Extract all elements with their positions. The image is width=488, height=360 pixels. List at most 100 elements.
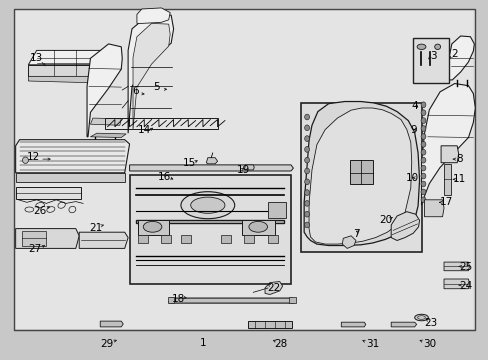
Polygon shape — [390, 322, 416, 327]
Text: 21: 21 — [89, 222, 103, 233]
Ellipse shape — [420, 165, 425, 171]
Ellipse shape — [304, 136, 309, 141]
Polygon shape — [221, 235, 230, 243]
Ellipse shape — [420, 157, 425, 163]
Ellipse shape — [420, 118, 425, 123]
Polygon shape — [206, 158, 217, 164]
Polygon shape — [264, 282, 282, 294]
Text: 16: 16 — [158, 172, 171, 182]
Polygon shape — [129, 165, 293, 171]
Ellipse shape — [304, 179, 309, 185]
Polygon shape — [181, 235, 190, 243]
Ellipse shape — [304, 222, 309, 228]
Polygon shape — [424, 200, 443, 217]
Text: 14: 14 — [137, 125, 151, 135]
Ellipse shape — [420, 181, 425, 187]
Polygon shape — [28, 65, 105, 76]
Polygon shape — [128, 14, 173, 133]
Text: 18: 18 — [171, 294, 184, 304]
Text: 13: 13 — [30, 53, 43, 63]
Text: 28: 28 — [274, 339, 287, 349]
Ellipse shape — [420, 197, 425, 203]
Polygon shape — [16, 173, 124, 182]
Bar — [16, 11, 472, 329]
Text: 9: 9 — [409, 125, 416, 135]
Text: 6: 6 — [132, 86, 139, 96]
Text: 1: 1 — [199, 338, 206, 348]
Text: 2: 2 — [450, 49, 457, 59]
Text: 10: 10 — [405, 173, 418, 183]
Text: 11: 11 — [452, 174, 466, 184]
Text: 30: 30 — [422, 339, 435, 349]
Polygon shape — [244, 165, 254, 170]
Ellipse shape — [181, 192, 234, 219]
Ellipse shape — [22, 157, 28, 163]
Polygon shape — [267, 235, 277, 243]
Ellipse shape — [434, 44, 440, 50]
Polygon shape — [105, 57, 115, 76]
Polygon shape — [390, 212, 419, 240]
Ellipse shape — [304, 147, 309, 152]
Bar — [412, 38, 448, 83]
Polygon shape — [87, 44, 122, 137]
Bar — [168, 297, 173, 303]
Ellipse shape — [304, 168, 309, 174]
Polygon shape — [440, 146, 458, 163]
Text: 25: 25 — [458, 262, 471, 272]
Ellipse shape — [143, 221, 162, 232]
Ellipse shape — [304, 190, 309, 195]
Text: 17: 17 — [438, 197, 452, 207]
Ellipse shape — [420, 110, 425, 116]
Ellipse shape — [420, 189, 425, 195]
Polygon shape — [133, 23, 170, 130]
Polygon shape — [28, 50, 105, 65]
Polygon shape — [443, 164, 450, 195]
Ellipse shape — [420, 102, 425, 108]
Text: 22: 22 — [266, 283, 280, 293]
Polygon shape — [448, 36, 473, 80]
Ellipse shape — [248, 221, 267, 232]
Polygon shape — [244, 235, 254, 243]
Ellipse shape — [304, 125, 309, 131]
Polygon shape — [304, 102, 419, 246]
Polygon shape — [248, 321, 292, 328]
Polygon shape — [138, 220, 168, 235]
Polygon shape — [137, 8, 170, 23]
Polygon shape — [308, 108, 411, 244]
Ellipse shape — [190, 197, 224, 213]
Polygon shape — [16, 229, 79, 248]
Text: 5: 5 — [153, 82, 160, 92]
Text: 7: 7 — [352, 229, 359, 239]
Text: 26: 26 — [33, 206, 47, 216]
Polygon shape — [168, 298, 294, 303]
Polygon shape — [342, 236, 355, 248]
Ellipse shape — [414, 314, 427, 321]
Polygon shape — [341, 322, 365, 327]
Bar — [289, 297, 295, 303]
Ellipse shape — [304, 157, 309, 163]
Polygon shape — [16, 140, 129, 173]
Ellipse shape — [420, 173, 425, 179]
Ellipse shape — [420, 149, 425, 155]
Bar — [14, 9, 474, 330]
Polygon shape — [242, 220, 274, 235]
Text: 12: 12 — [26, 152, 40, 162]
Ellipse shape — [304, 211, 309, 217]
Ellipse shape — [416, 44, 425, 50]
Polygon shape — [28, 76, 105, 83]
Polygon shape — [100, 321, 123, 327]
Polygon shape — [136, 220, 283, 223]
Polygon shape — [421, 84, 474, 205]
Text: 23: 23 — [424, 318, 437, 328]
Ellipse shape — [420, 134, 425, 139]
Polygon shape — [90, 133, 126, 138]
Ellipse shape — [420, 126, 425, 131]
Ellipse shape — [304, 201, 309, 206]
Polygon shape — [443, 262, 468, 271]
Text: 31: 31 — [365, 339, 379, 349]
Text: 20: 20 — [379, 215, 392, 225]
Bar — [129, 175, 290, 284]
Polygon shape — [161, 235, 171, 243]
Text: 29: 29 — [100, 339, 113, 349]
Ellipse shape — [304, 114, 309, 120]
